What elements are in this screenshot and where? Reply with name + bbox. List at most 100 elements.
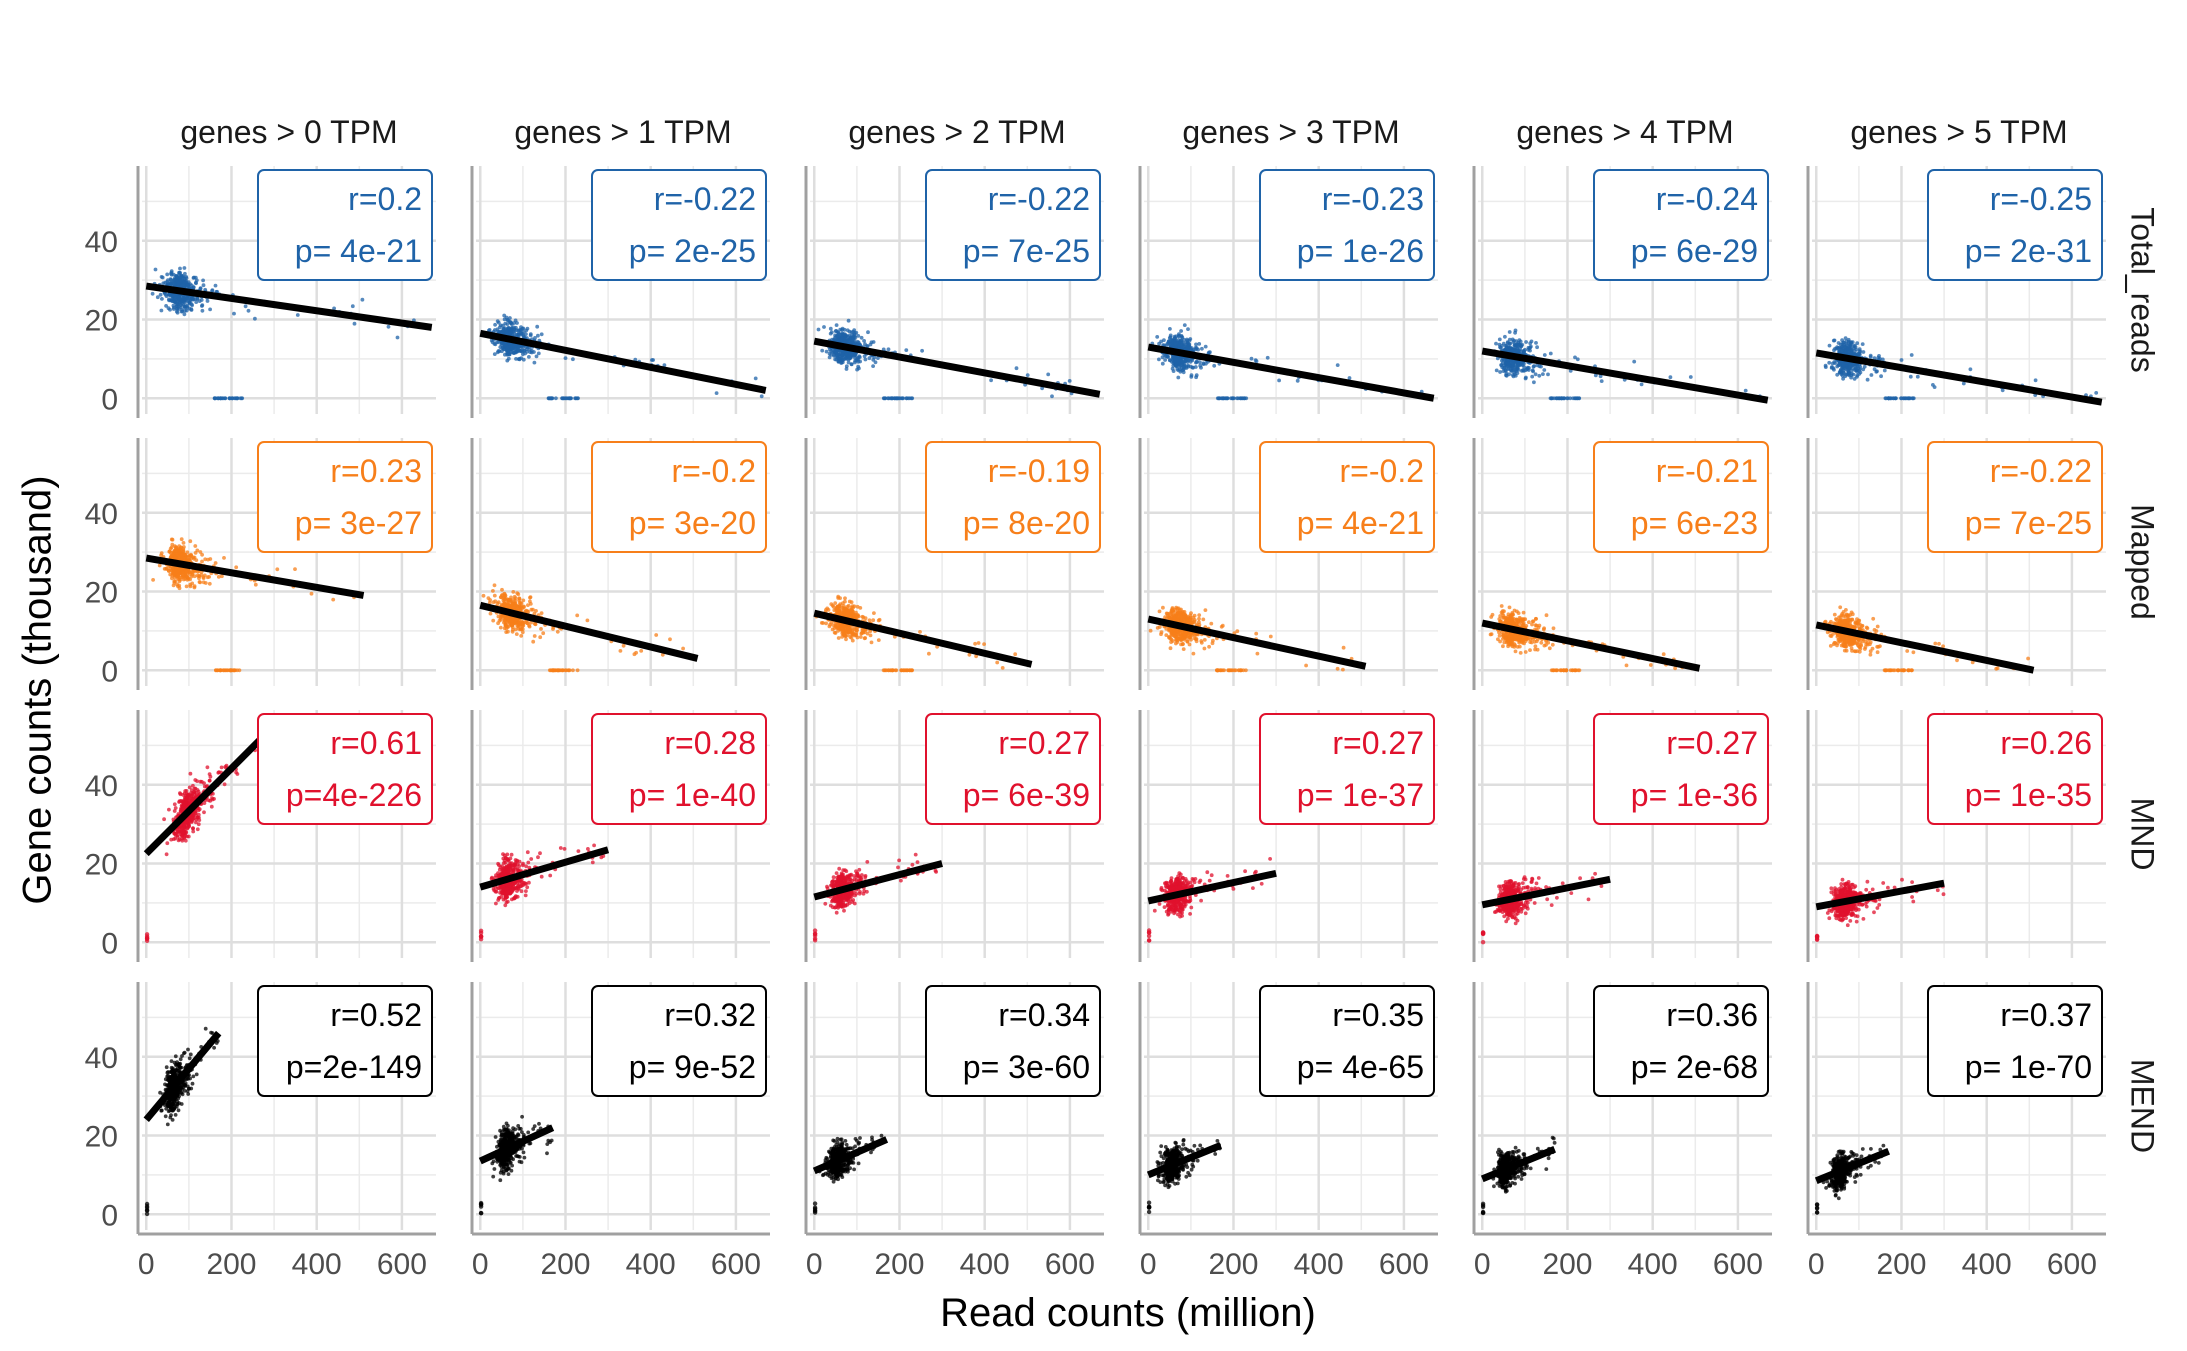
data-point	[1178, 358, 1183, 363]
data-point	[190, 286, 194, 290]
data-point	[497, 618, 502, 623]
data-point	[1176, 368, 1181, 373]
data-point	[828, 622, 832, 627]
data-point	[1197, 613, 1202, 617]
data-point	[536, 333, 540, 338]
facet-column-label: genes > 1 TPM	[514, 114, 731, 150]
data-point	[532, 360, 537, 365]
data-point	[837, 604, 842, 608]
data-point	[234, 565, 239, 570]
correlation-label: r=-0.25	[1990, 181, 2092, 217]
data-point	[1899, 358, 1904, 362]
data-point	[927, 651, 931, 656]
data-point	[520, 620, 525, 625]
data-point	[1255, 651, 1260, 656]
data-point	[516, 332, 521, 337]
data-point	[548, 668, 553, 673]
data-point	[232, 311, 236, 316]
data-point	[1013, 652, 1018, 657]
data-point	[492, 352, 497, 356]
data-point	[509, 618, 514, 623]
data-point	[1067, 379, 1072, 383]
data-point	[174, 302, 179, 307]
data-point	[1504, 346, 1509, 351]
data-point	[618, 649, 623, 653]
data-point	[1207, 644, 1211, 649]
data-point	[1175, 614, 1180, 619]
data-point	[166, 278, 170, 282]
data-point	[1173, 356, 1178, 361]
correlation-label: r=-0.22	[654, 181, 756, 217]
data-point	[1304, 663, 1308, 668]
data-point	[491, 618, 496, 623]
data-point	[1510, 360, 1515, 365]
data-point	[904, 348, 909, 352]
data-point	[1835, 364, 1840, 369]
data-point	[208, 307, 213, 312]
data-point	[585, 618, 590, 623]
data-point	[1148, 628, 1153, 633]
data-point	[172, 281, 177, 286]
p-value-label: p= 7e-25	[963, 233, 1090, 269]
stats-box	[257, 169, 433, 281]
facet-panel: r=0.2p= 4e-21	[136, 166, 436, 418]
data-point	[837, 337, 841, 342]
data-point	[165, 272, 170, 277]
data-point	[184, 584, 189, 589]
y-tick-label: 20	[85, 305, 118, 338]
data-point	[194, 300, 199, 304]
data-point	[527, 623, 531, 628]
data-point	[501, 598, 506, 603]
data-point	[1000, 666, 1005, 670]
data-point	[832, 630, 837, 635]
data-point	[1855, 341, 1860, 346]
data-point	[1177, 608, 1182, 612]
data-point	[158, 292, 163, 297]
data-point	[1180, 335, 1185, 340]
data-point	[860, 614, 865, 619]
data-point	[1853, 349, 1857, 354]
data-point	[176, 281, 181, 286]
data-point	[528, 595, 532, 600]
data-point	[183, 271, 187, 276]
data-point	[1232, 668, 1237, 673]
data-point	[1521, 348, 1526, 353]
data-point	[503, 326, 507, 331]
data-point	[1532, 364, 1536, 368]
data-point	[2000, 388, 2005, 393]
data-point	[1335, 363, 1340, 367]
data-points	[487, 313, 764, 401]
data-point	[169, 278, 174, 282]
data-point	[1839, 369, 1843, 373]
data-point	[177, 270, 182, 275]
data-point	[1212, 363, 1217, 368]
data-point	[1163, 358, 1167, 362]
data-point	[621, 643, 626, 648]
p-value-label: p= 4e-21	[1297, 505, 1424, 541]
data-point	[495, 601, 500, 606]
data-point	[293, 567, 297, 571]
data-point	[1899, 396, 1903, 401]
data-point	[1197, 342, 1202, 346]
facet-row-label: Mapped	[2125, 504, 2161, 620]
data-point	[1513, 373, 1518, 378]
data-point	[487, 328, 492, 332]
data-point	[222, 556, 226, 560]
data-point	[834, 354, 839, 358]
data-point	[1176, 375, 1181, 380]
data-point	[836, 636, 841, 640]
data-point	[512, 327, 516, 332]
data-point	[1188, 337, 1193, 341]
data-point	[1494, 341, 1498, 346]
data-point	[177, 586, 182, 591]
data-point	[198, 286, 203, 291]
data-point	[223, 396, 228, 401]
data-point	[1199, 639, 1204, 643]
correlation-label: r=-0.24	[1656, 181, 1758, 217]
data-point	[509, 320, 514, 325]
regression-line	[145, 282, 433, 331]
data-point	[863, 357, 868, 362]
data-point	[828, 326, 833, 331]
data-point	[331, 597, 336, 602]
